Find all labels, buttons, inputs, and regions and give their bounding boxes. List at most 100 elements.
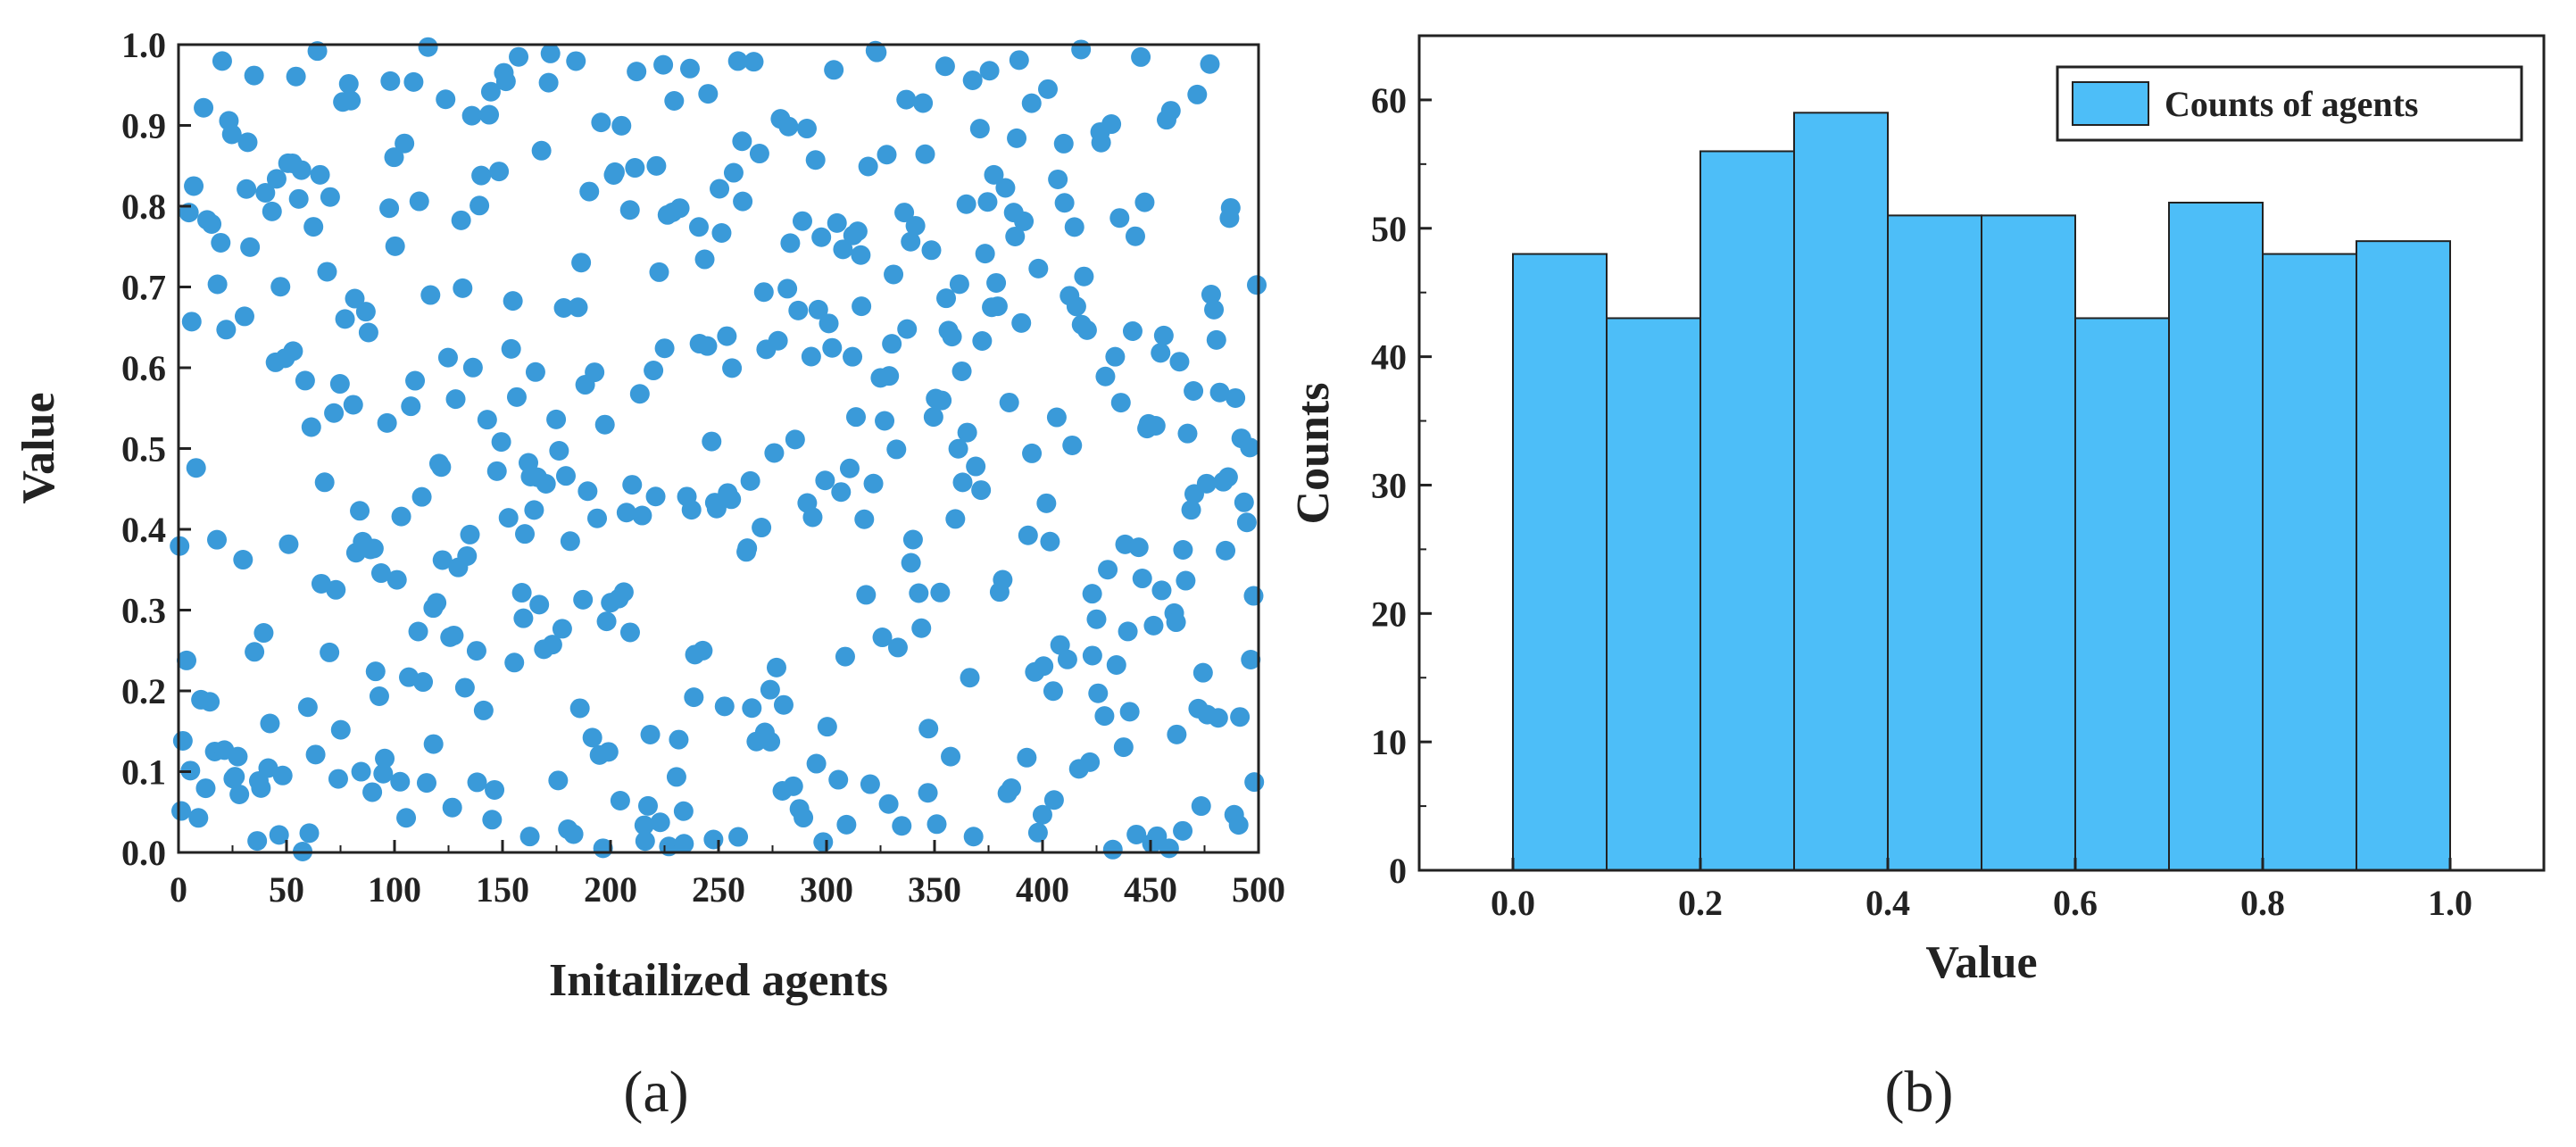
scatter-point [301, 417, 321, 437]
scatter-point [335, 309, 355, 329]
scatter-point [560, 531, 580, 552]
scatter-point [244, 65, 264, 86]
scatter-point [1027, 822, 1048, 843]
scatter-point [901, 553, 921, 573]
scatter-point [813, 832, 834, 852]
scatter-point [1160, 101, 1181, 121]
scatter-point [1204, 299, 1225, 320]
scatter-point [1054, 193, 1075, 213]
scatter-point [328, 769, 348, 789]
x-tick-label: 0.2 [1678, 883, 1723, 923]
scatter-point [1037, 79, 1058, 99]
scatter-point [894, 203, 915, 223]
scatter-point [272, 765, 293, 785]
scatter-point [733, 191, 753, 212]
scatter-point [1145, 415, 1166, 436]
scatter-point [649, 262, 669, 282]
scatter-point [969, 119, 990, 139]
scatter-point [1176, 570, 1196, 591]
scatter-point [1131, 46, 1151, 67]
scatter-point [253, 623, 274, 644]
scatter-point [836, 814, 857, 835]
scatter-point [858, 156, 878, 177]
scatter-points [170, 37, 1267, 862]
scatter-point [461, 105, 482, 126]
scatter-point [262, 201, 282, 221]
scatter-point [949, 274, 969, 295]
scatter-point [569, 698, 590, 719]
scatter-point [986, 272, 1007, 293]
scatter-point [585, 362, 605, 383]
scatter-point [228, 746, 248, 767]
scatter-point [669, 198, 690, 219]
scatter-point [711, 222, 732, 243]
scatter-point [941, 746, 961, 767]
scatter-point [915, 144, 935, 164]
panel-b-label: (b) [1885, 1060, 1954, 1125]
scatter-point [258, 758, 278, 778]
y-tick-label: 0.2 [121, 671, 166, 711]
scatter-point [1226, 387, 1246, 408]
scatter-panel: 0 50 100 150 200 250 300 350 400 450 500 0.0 0.1 0.2… [13, 25, 1285, 1125]
x-tick-label: 0.6 [2053, 883, 2098, 923]
scatter-point [305, 744, 326, 765]
scatter-point [555, 466, 576, 486]
scatter-point [420, 285, 441, 305]
scatter-point [329, 374, 350, 395]
scatter-point [489, 162, 510, 182]
scatter-point [568, 297, 588, 318]
scatter-point [1102, 839, 1123, 860]
scatter-point [1147, 826, 1168, 846]
scatter-point [1126, 824, 1147, 844]
scatter-point [742, 698, 762, 719]
scatter-point [948, 438, 968, 459]
scatter-point [679, 58, 700, 79]
scatter-point [710, 179, 730, 199]
scatter-point [181, 312, 202, 332]
scatter-point [1086, 609, 1107, 629]
scatter-point [179, 203, 199, 223]
scatter-point [993, 569, 1013, 590]
x-tick-label: 0 [170, 869, 187, 910]
scatter-point [350, 501, 370, 521]
scatter-point [270, 277, 291, 297]
scatter-point [1181, 500, 1201, 520]
scatter-point [538, 72, 559, 93]
scatter-point [766, 657, 786, 677]
x-tick-label: 350 [908, 869, 961, 910]
y-tick-label: 0.3 [121, 591, 166, 631]
histogram-legend: Counts of agents [2056, 65, 2523, 142]
scatter-point [571, 253, 592, 273]
x-tick-label: 300 [800, 869, 853, 910]
scatter-point [831, 482, 852, 503]
scatter-point [727, 51, 748, 71]
scatter-point [905, 215, 926, 236]
scatter-point [320, 187, 340, 207]
scatter-x-ticks: 0 50 100 150 200 250 300 350 400 450 500 [170, 840, 1285, 910]
scatter-point [320, 642, 340, 662]
scatter-point [1177, 423, 1198, 444]
scatter-point [396, 808, 417, 828]
scatter-point [892, 816, 912, 836]
scatter-point [773, 694, 794, 715]
scatter-point [466, 641, 486, 661]
scatter-point [1246, 275, 1267, 295]
scatter-point [504, 652, 525, 673]
scatter-point [423, 734, 444, 754]
scatter-point [960, 668, 980, 688]
scatter-point [416, 773, 436, 794]
scatter-point [666, 767, 686, 787]
scatter-point [540, 43, 561, 63]
y-tick-label: 10 [1371, 722, 1407, 762]
scatter-point [295, 370, 315, 391]
scatter-point [984, 164, 1004, 185]
scatter-point [851, 245, 871, 265]
scatter-point [749, 144, 769, 164]
scatter-point [503, 291, 523, 312]
scatter-point [962, 70, 983, 90]
scatter-point [918, 783, 938, 803]
scatter-point [622, 475, 643, 495]
scatter-point [511, 583, 532, 603]
scatter-point [546, 409, 567, 429]
scatter-point [1032, 804, 1052, 825]
